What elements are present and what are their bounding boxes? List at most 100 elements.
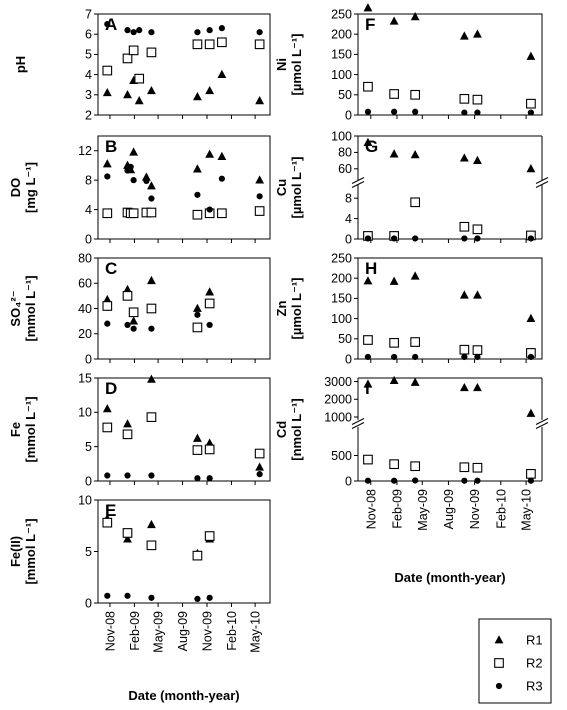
y-tick-label: 7 — [85, 7, 92, 21]
x-tick-label: Feb-09 — [128, 611, 142, 651]
point-r1 — [102, 159, 112, 168]
point-r3 — [194, 595, 201, 602]
point-r1 — [147, 181, 156, 190]
x-tick-label: Feb-10 — [225, 611, 239, 651]
point-r3 — [104, 592, 111, 599]
point-r1 — [526, 164, 536, 173]
y-tick-label: 100 — [331, 312, 352, 326]
y-axis-variable: Ni — [274, 58, 289, 71]
y-axis-unit: [nmol L⁻¹] — [289, 398, 304, 460]
point-r3 — [527, 235, 535, 242]
point-r3 — [130, 177, 137, 184]
panel-label: I — [365, 379, 370, 398]
x-tick-label: May-10 — [249, 611, 263, 653]
point-r1 — [363, 3, 373, 12]
x-tick-label: May-10 — [520, 489, 534, 531]
plot-frame — [97, 257, 271, 360]
point-r1 — [255, 175, 265, 184]
point-r2 — [363, 81, 373, 92]
plot-frame — [357, 257, 543, 360]
y-tick-label: 10 — [78, 406, 92, 420]
point-r1 — [147, 85, 156, 95]
point-r1 — [123, 534, 132, 543]
point-r1 — [526, 313, 536, 322]
point-r1 — [129, 147, 139, 156]
point-r2 — [146, 412, 157, 422]
axis-break-mark — [351, 418, 365, 425]
point-r3 — [130, 325, 137, 332]
point-r1 — [193, 164, 202, 173]
point-r3 — [206, 321, 213, 329]
point-r1 — [363, 137, 373, 146]
y-tick-label: 0 — [85, 232, 92, 246]
point-r3 — [461, 109, 468, 116]
point-r2 — [128, 208, 139, 219]
point-r1 — [473, 155, 482, 164]
y-tick-label: 4 — [85, 203, 92, 217]
point-r2 — [472, 224, 483, 235]
point-r3 — [256, 193, 263, 200]
point-r1 — [102, 404, 112, 413]
axis-break-mark — [535, 177, 549, 184]
point-r3 — [104, 472, 111, 479]
y-axis-title: Cd [nmol L⁻¹] — [274, 398, 304, 460]
point-r3 — [127, 163, 134, 170]
y-tick-label: 5 — [85, 48, 92, 62]
point-r2 — [459, 344, 470, 355]
point-r2 — [254, 448, 265, 459]
x-tick-label: Feb-09 — [390, 489, 404, 529]
point-r3 — [148, 594, 155, 601]
point-r1 — [102, 87, 112, 97]
y-tick-label: 0 — [345, 352, 352, 366]
y-tick-label: 50 — [338, 332, 352, 346]
point-r2 — [410, 337, 421, 347]
point-r1 — [389, 375, 399, 385]
point-r3 — [364, 353, 372, 361]
y-axis-title: Fe(II) [mmol L⁻¹] — [8, 518, 38, 584]
point-r2 — [217, 208, 227, 219]
point-r2 — [122, 429, 133, 440]
plot-frame — [97, 135, 271, 240]
point-r2 — [146, 47, 157, 58]
x-axis-title: Date (month-year) — [128, 688, 239, 703]
x-axis-title: Date (month-year) — [394, 570, 505, 585]
point-r1 — [459, 290, 469, 299]
axis-break-mark — [351, 181, 365, 188]
y-tick-label: 6 — [85, 28, 92, 42]
y-axis-variable: Zn — [274, 301, 289, 317]
plot-frame — [97, 377, 271, 482]
point-r3 — [412, 477, 419, 484]
point-r1 — [193, 433, 202, 442]
axis-break-mark — [351, 177, 365, 184]
point-r2 — [389, 459, 399, 470]
point-r2 — [254, 39, 265, 50]
y-tick-label: 0 — [85, 596, 92, 610]
point-r2 — [122, 528, 133, 538]
panel-i: 0 500 1000 2000 3000 Nov-08 Feb-09 May-09 Aug-09… — [274, 375, 549, 585]
y-tick-label: 500 — [331, 449, 352, 463]
point-r1 — [363, 379, 373, 388]
panel-c: 0 20 40 60 80 C SO₄²⁻ [mmol L⁻¹] — [8, 251, 271, 366]
y-tick-label: 150 — [331, 48, 352, 62]
y-tick-label: 5 — [85, 440, 92, 454]
plot-frame — [97, 13, 271, 116]
point-r2 — [204, 531, 215, 541]
y-axis-variable: Fe — [8, 422, 23, 437]
y-axis-variable: pH — [13, 56, 28, 73]
y-axis-unit: [µmol L⁻¹] — [289, 277, 304, 339]
y-tick-label: 15 — [78, 371, 92, 385]
point-r2 — [102, 517, 113, 528]
point-r2 — [204, 298, 215, 309]
y-tick-label: 3000 — [324, 375, 352, 389]
point-r3 — [412, 353, 419, 361]
point-r3 — [206, 27, 213, 34]
point-r2 — [526, 469, 536, 479]
x-tick-label: May-09 — [416, 489, 430, 531]
panel-label: A — [105, 15, 117, 34]
point-r3 — [104, 21, 111, 28]
y-axis-unit: [mmol L⁻¹] — [23, 275, 38, 341]
point-r1 — [123, 419, 132, 428]
point-r3 — [391, 477, 398, 484]
y-tick-label: 4 — [345, 212, 352, 226]
y-tick-label: 12 — [78, 144, 92, 158]
